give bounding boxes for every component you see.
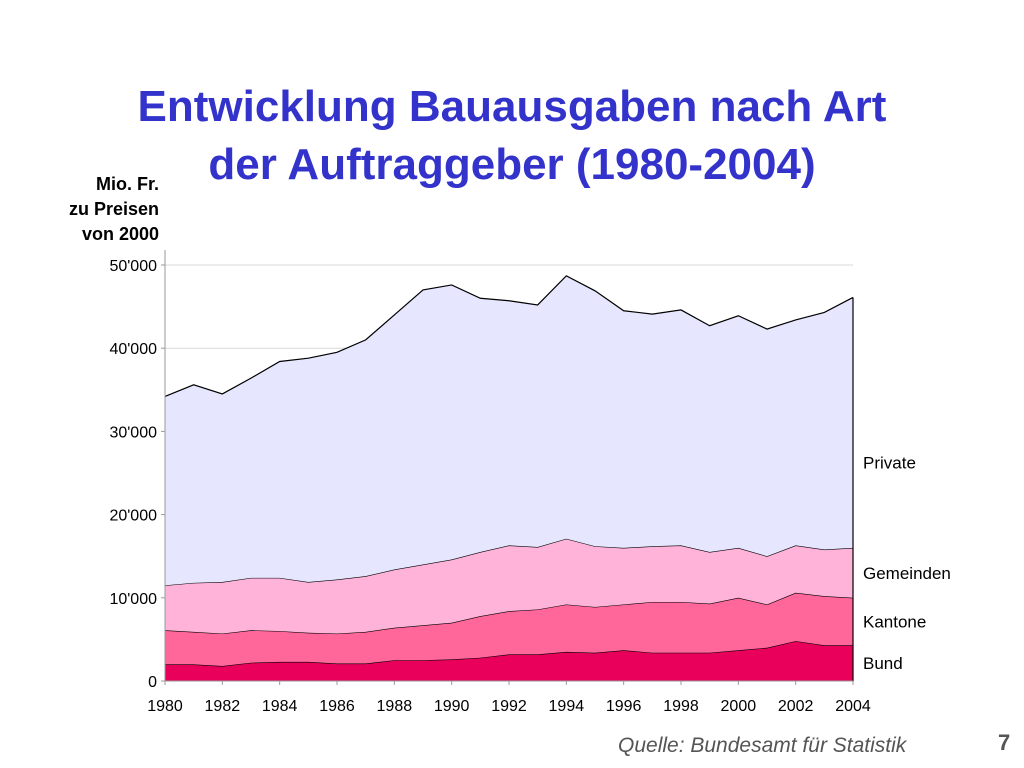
series-label-kantone: Kantone	[863, 613, 926, 632]
y-tick-label: 10'000	[109, 591, 157, 608]
page-number: 7	[998, 730, 1011, 755]
series-label-private: Private	[863, 454, 916, 473]
x-tick-label: 1992	[491, 698, 527, 715]
unit-line-2: zu Preisen	[68, 199, 159, 219]
x-tick-label: 1980	[147, 698, 183, 715]
series-label-bund: Bund	[863, 654, 903, 673]
x-tick-label: 1996	[606, 698, 642, 715]
y-axis-unit-label: Mio. Fr. zu Preisen von 2000	[69, 172, 159, 247]
series-line-private	[164, 275, 854, 398]
title-line-2: der Auftraggeber (1980-2004)	[208, 140, 816, 189]
area-private	[165, 275, 853, 586]
unit-line-3: von 2000	[81, 224, 159, 244]
y-tick-label: 20'000	[109, 508, 157, 525]
x-tick-label: 1986	[319, 698, 355, 715]
x-tick-label: 1998	[663, 698, 699, 715]
area-bund	[165, 641, 853, 681]
x-tick-label: 1988	[377, 698, 413, 715]
x-tick-label: 1990	[434, 698, 470, 715]
y-tick-label: 40'000	[109, 341, 157, 358]
x-tick-label: 2002	[778, 698, 814, 715]
y-tick-label: 0	[148, 674, 157, 691]
x-tick-label: 2000	[721, 698, 757, 715]
slide-title: Entwicklung Bauausgaben nach Art der Auf…	[0, 78, 1024, 194]
series-label-gemeinden: Gemeinden	[863, 564, 951, 583]
unit-line-1: Mio. Fr.	[96, 174, 159, 194]
area-kantone	[165, 592, 853, 667]
x-tick-label: 1982	[205, 698, 241, 715]
title-line-1: Entwicklung Bauausgaben nach Art	[137, 82, 887, 131]
x-tick-label: 2004	[835, 698, 871, 715]
source-note: Quelle: Bundesamt für Statistik	[618, 734, 907, 757]
x-tick-label: 1994	[549, 698, 585, 715]
y-tick-label: 30'000	[109, 424, 157, 441]
y-tick-label: 50'000	[109, 258, 157, 275]
x-tick-label: 1984	[262, 698, 298, 715]
area-gemeinden	[165, 538, 853, 634]
